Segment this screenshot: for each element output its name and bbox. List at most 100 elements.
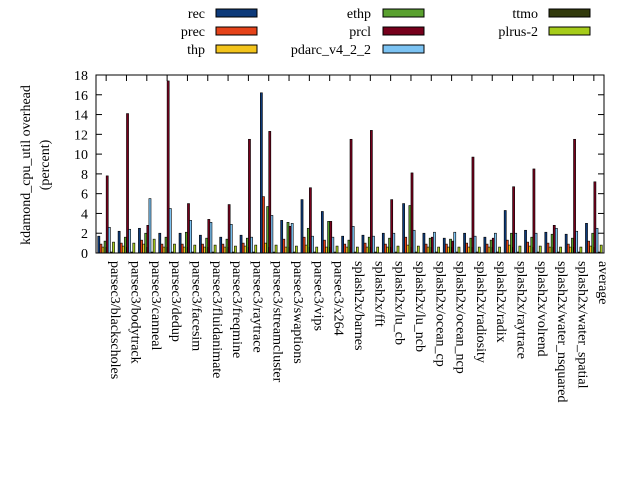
legend-label-plrus-2: plrus-2: [498, 25, 538, 40]
bar-plrus-2-parsec3-streamcluster: [274, 244, 278, 254]
bar-rec-parsec3-fluidanimate: [199, 234, 202, 254]
legend-label-prcl: prcl: [349, 25, 371, 40]
x-tick-label: parsec3/vips: [310, 261, 325, 331]
bar-thp-splash2x-ocean_ncp: [447, 246, 450, 254]
bar-thp-splash2x-lu_ncb: [406, 244, 410, 254]
bar-prec-parsec3-x264: [323, 239, 326, 254]
bar-pdarc_v4_2_2-parsec3-raytrace: [250, 236, 253, 254]
bar-plrus-2-parsec3-fluidanimate: [213, 244, 217, 254]
bar-prec-splash2x-water_nsquared: [546, 242, 550, 254]
legend-swatch-ethp: [382, 8, 425, 18]
bar-plrus-2-splash2x-water_spatial: [579, 246, 583, 254]
bar-rec-splash2x-lu_ncb: [402, 203, 405, 254]
bar-ethp-parsec3-streamcluster: [266, 206, 270, 254]
bar-thp-parsec3-blackscholes: [101, 246, 105, 254]
bar-rec-splash2x-ocean_cp: [422, 232, 426, 254]
bar-thp-splash2x-lu_cb: [386, 246, 389, 254]
bar-prcl-splash2x-barnes: [349, 138, 353, 254]
legend-swatch-pdarc_v4_2_2: [382, 44, 425, 54]
bar-prcl-parsec3-facesim: [187, 203, 190, 254]
bar-pdarc_v4_2_2-parsec3-blackscholes: [107, 226, 111, 254]
bar-prcl-average: [593, 181, 597, 254]
bar-pdarc_v4_2_2-parsec3-freqmine: [229, 224, 233, 254]
bar-prec-splash2x-volrend: [526, 241, 529, 254]
x-tick-label: splash2x/water_nsquared: [554, 261, 569, 403]
bar-thp-parsec3-streamcluster: [264, 242, 267, 254]
bar-thp-splash2x-ocean_cp: [426, 246, 430, 254]
bar-prcl-splash2x-lu_cb: [390, 199, 394, 254]
bar-rec-splash2x-water_spatial: [564, 233, 568, 254]
bar-prcl-parsec3-raytrace: [248, 138, 251, 254]
y-axis-title: kdamond_cpu_util overhead: [19, 85, 34, 245]
bar-pdarc_v4_2_2-parsec3-facesim: [189, 220, 192, 254]
y-tick-label: 12: [74, 128, 88, 143]
bar-rec-parsec3-raytrace: [239, 234, 243, 254]
bar-pdarc_v4_2_2-splash2x-water_spatial: [575, 230, 579, 254]
bar-pdarc_v4_2_2-splash2x-lu_ncb: [412, 229, 416, 254]
bar-prcl-splash2x-fft: [370, 130, 373, 254]
bar-plrus-2-splash2x-raytrace: [518, 245, 522, 254]
legend-swatch-plrus-2: [548, 26, 591, 36]
legend-label-thp: thp: [187, 43, 205, 58]
bar-prec-parsec3-swaptions: [282, 238, 286, 254]
bar-prec-parsec3-dedup: [160, 243, 164, 254]
bar-pdarc_v4_2_2-splash2x-fft: [372, 235, 375, 254]
bar-pdarc_v4_2_2-splash2x-radiosity: [473, 235, 477, 254]
bar-rec-average: [585, 223, 588, 254]
bar-prec-splash2x-ocean_cp: [424, 243, 428, 254]
x-tick-label: splash2x/volrend: [534, 261, 549, 357]
bar-plrus-2-parsec3-blackscholes: [112, 241, 115, 254]
x-tick-label: splash2x/ocean_cp: [432, 261, 447, 367]
bar-thp-parsec3-dedup: [162, 246, 166, 254]
bar-plrus-2-splash2x-ocean_ncp: [457, 246, 461, 254]
bar-plrus-2-splash2x-lu_ncb: [416, 245, 420, 254]
y-tick-label: 18: [74, 69, 88, 84]
bar-prec-splash2x-ocean_ncp: [444, 243, 448, 254]
bar-rec-parsec3-canneal: [138, 227, 141, 254]
bar-thp-parsec3-bodytrack: [121, 245, 125, 254]
bar-prec-parsec3-freqmine: [221, 243, 225, 254]
bar-rec-parsec3-freqmine: [219, 236, 223, 254]
bar-thp-splash2x-radiosity: [467, 246, 471, 254]
bar-plrus-2-parsec3-x264: [335, 245, 339, 254]
bar-prec-splash2x-fft: [363, 242, 367, 254]
bar-rec-splash2x-raytrace: [503, 210, 507, 254]
x-tick-label: parsec3/raytrace: [249, 261, 264, 353]
x-tick-label: parsec3/dedup: [168, 261, 183, 342]
bar-thp-parsec3-vips: [304, 244, 308, 254]
x-tick-label: splash2x/radix: [493, 261, 508, 343]
bar-prec-splash2x-barnes: [343, 243, 347, 254]
bar-rec-parsec3-x264: [320, 211, 324, 254]
bar-plrus-2-splash2x-volrend: [538, 245, 542, 254]
bar-rec-splash2x-radiosity: [463, 232, 466, 254]
bar-plrus-2-splash2x-radix: [498, 246, 501, 254]
x-tick-label: splash2x/water_spatial: [575, 261, 590, 389]
bar-prec-splash2x-water_spatial: [566, 243, 570, 254]
bar-pdarc_v4_2_2-parsec3-fluidanimate: [209, 222, 213, 254]
legend-label-ttmo: ttmo: [512, 7, 538, 22]
legend: rec prec thp ethp prcl pdarc_v4_2_2 ttmo plrus-…: [181, 7, 591, 58]
bar-prcl-splash2x-water_spatial: [573, 138, 576, 254]
legend-swatch-thp: [215, 44, 258, 54]
bar-prec-average: [587, 240, 590, 254]
y-tick-label: 14: [74, 109, 88, 124]
bar-plrus-2-average: [599, 244, 603, 254]
bar-prec-parsec3-fluidanimate: [201, 243, 204, 254]
bar-pdarc_v4_2_2-parsec3-canneal: [148, 198, 152, 254]
bar-prec-parsec3-bodytrack: [119, 242, 123, 254]
legend-swatch-prec: [215, 26, 258, 36]
bar-rec-splash2x-volrend: [524, 229, 527, 254]
x-tick-label: splash2x/raytrace: [514, 261, 529, 359]
bar-thp-splash2x-water_nsquared: [548, 246, 552, 254]
x-tick-label: parsec3/canneal: [148, 261, 163, 350]
bar-pdarc_v4_2_2-parsec3-vips: [311, 235, 314, 254]
x-tick-label: splash2x/ocean_ncp: [453, 261, 468, 374]
bar-rec-parsec3-blackscholes: [97, 235, 101, 254]
bar-plrus-2-splash2x-water_nsquared: [559, 246, 562, 254]
bar-rec-splash2x-barnes: [341, 235, 345, 254]
bar-thp-splash2x-fft: [365, 246, 369, 254]
bar-thp-parsec3-raytrace: [243, 245, 247, 254]
bar-prec-parsec3-blackscholes: [99, 243, 103, 254]
legend-swatch-prcl: [382, 26, 425, 36]
x-tick-label: parsec3/freqmine: [229, 261, 244, 358]
